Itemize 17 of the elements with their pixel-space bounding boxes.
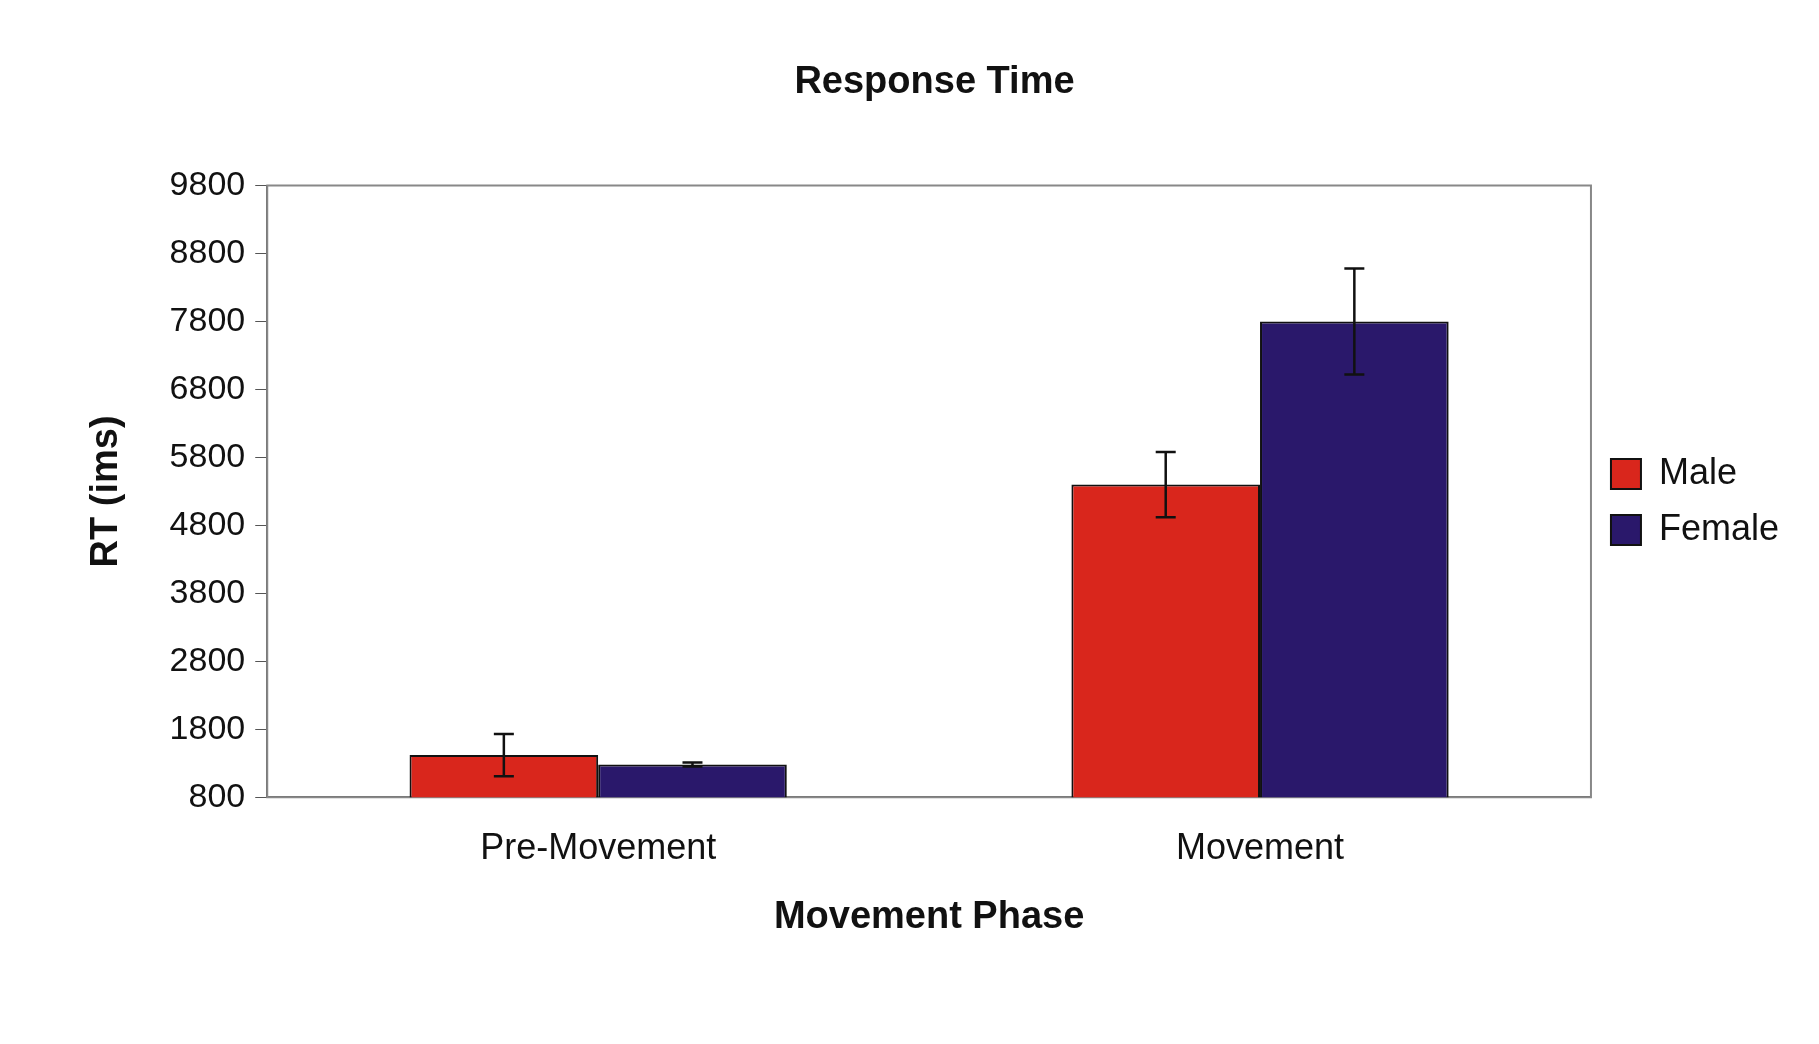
y-tick-label: 6800 — [169, 367, 246, 406]
x-tick-label: Pre-Movement — [480, 825, 717, 867]
x-tick-label: Movement — [1175, 825, 1345, 867]
x-axis-title: Movement Phase — [773, 893, 1085, 936]
y-axis-title: RT (ims) — [83, 415, 126, 568]
y-tick-label: 2800 — [169, 639, 246, 678]
y-tick-label: 4800 — [169, 503, 246, 542]
y-tick-label: 3800 — [169, 571, 246, 610]
y-tick-label: 8800 — [169, 231, 246, 270]
y-tick-label: 7800 — [169, 299, 246, 338]
chart-title: Response Time — [794, 59, 1075, 102]
legend-label: Male — [1658, 450, 1737, 492]
y-tick-label: 800 — [188, 775, 246, 814]
y-tick-label: 1800 — [169, 707, 246, 746]
legend-label: Female — [1658, 506, 1780, 548]
y-tick-label: 5800 — [169, 435, 246, 474]
y-tick-label: 9800 — [169, 163, 246, 202]
